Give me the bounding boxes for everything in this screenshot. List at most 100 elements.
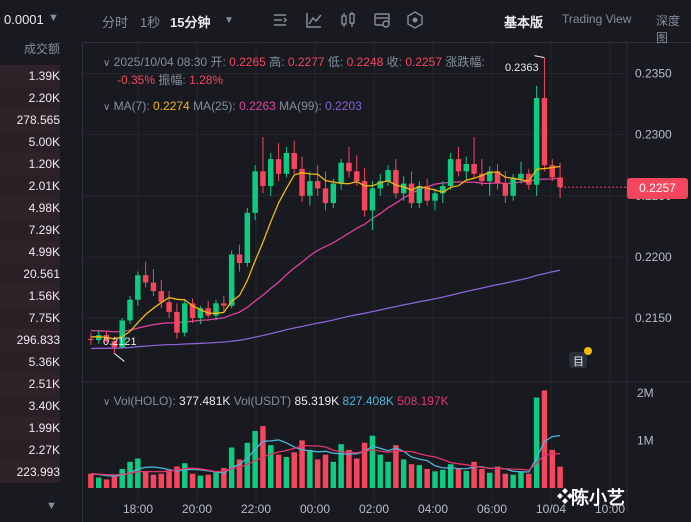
candle — [236, 244, 243, 272]
volume-bar — [189, 473, 196, 488]
candle — [119, 318, 125, 349]
candle-settings-icon[interactable] — [270, 10, 290, 30]
candle-body — [400, 183, 407, 194]
turnover-value: 2.20K — [28, 91, 60, 105]
candle — [299, 156, 305, 202]
candle-body — [150, 282, 157, 292]
volume-axis: 2M 1M — [637, 386, 654, 448]
candle — [88, 332, 94, 345]
candle-body — [244, 212, 251, 263]
turnover-row: 223.993 — [0, 461, 60, 483]
time-tick-label: 00:00 — [300, 502, 330, 516]
ma7-path — [90, 165, 561, 340]
turnover-value: 5.00K — [28, 135, 60, 149]
interval-15m[interactable]: 15分钟 — [170, 15, 211, 30]
volume-bar — [111, 476, 118, 488]
candle-body — [252, 171, 258, 213]
high-marker-label: 0.2363 — [505, 62, 539, 74]
candle-body — [88, 338, 94, 340]
turnover-value: 7.29K — [28, 223, 60, 237]
chevron-down-icon[interactable]: ▼ — [46, 500, 57, 512]
volume-bar — [541, 390, 548, 488]
candle — [314, 165, 321, 196]
collapse-icon[interactable]: ∨ — [103, 397, 111, 408]
collapse-icon[interactable]: ∨ — [103, 102, 111, 113]
close-value: 0.2257 — [405, 55, 443, 69]
indicators-icon[interactable] — [304, 10, 324, 30]
turnover-row: 5.00K — [0, 131, 60, 153]
candle-body — [385, 170, 391, 182]
candle — [260, 137, 266, 194]
volume-bar — [440, 469, 446, 488]
collapse-icon[interactable]: ∨ — [103, 58, 111, 69]
candle-body — [541, 98, 548, 166]
candle — [424, 178, 430, 206]
user-watermark: 陈小艺 — [571, 488, 625, 508]
volume-bar — [166, 469, 172, 488]
volume-bar — [549, 449, 556, 488]
high-label: 高: — [269, 55, 285, 69]
candle-body — [182, 303, 188, 333]
view-tradingview[interactable]: Trading View — [562, 12, 632, 26]
current-price-tag: 0.2257 — [627, 178, 688, 199]
candle — [494, 164, 501, 190]
candle — [346, 146, 352, 178]
chevron-down-icon[interactable]: ▼ — [224, 15, 234, 26]
candle-body — [557, 177, 563, 188]
volume-bar — [455, 468, 462, 488]
hexagon-settings-icon[interactable] — [405, 10, 425, 30]
candle-body — [432, 193, 438, 201]
turnover-row: 2.20K — [0, 87, 60, 109]
turnover-row: 1.20K — [0, 153, 60, 175]
volume-bar — [322, 454, 329, 488]
candle — [330, 178, 337, 208]
turnover-value: 296.833 — [16, 333, 60, 347]
ohlc-info: ∨ 2025/10/04 08:30 开: 0.2265 高: 0.2277 低… — [103, 53, 485, 70]
price-tick-label: 0.2150 — [635, 311, 672, 325]
candlestick-icon[interactable] — [338, 10, 358, 30]
low-marker-label: 0.2121 — [103, 336, 137, 348]
candle-body — [236, 254, 243, 263]
volume-bar — [557, 466, 563, 488]
amplitude-value: 1.28% — [189, 73, 224, 87]
interval-time-sharing[interactable]: 分时 — [102, 15, 129, 30]
volume-bar — [213, 472, 219, 488]
turnover-value: 3.40K — [28, 399, 60, 413]
candle-body — [354, 171, 360, 182]
view-basic[interactable]: 基本版 — [504, 15, 544, 30]
candle — [393, 159, 399, 199]
candle — [369, 181, 376, 230]
volume-bar — [174, 466, 180, 488]
candle — [432, 188, 438, 211]
candle — [142, 261, 149, 288]
candle — [221, 296, 227, 312]
interval-1s[interactable]: 1秒 — [140, 15, 161, 30]
open-value: 0.2265 — [229, 55, 266, 69]
template-icon[interactable] — [372, 10, 392, 30]
alert-icon[interactable]: 目 — [567, 346, 595, 372]
candle-body — [260, 171, 266, 186]
turnover-value: 1.56K — [28, 289, 60, 303]
turnover-row: 2.51K — [0, 373, 60, 395]
candle — [213, 299, 219, 321]
turnover-row: 7.75K — [0, 307, 60, 329]
ma25-value: 0.2263 — [239, 99, 276, 113]
low-label: 低: — [327, 55, 344, 69]
precision-selector[interactable]: 0.0001 ▼ — [4, 12, 59, 27]
candle-body — [479, 173, 485, 182]
volume-tick-label: 1M — [637, 433, 654, 447]
candle-body — [142, 275, 149, 283]
volume-bar — [408, 464, 415, 488]
candle — [307, 171, 313, 206]
volume-bar — [142, 471, 149, 488]
view-depth[interactable]: 深度图 — [656, 14, 681, 45]
candle-body — [471, 164, 477, 174]
ma7-line — [90, 165, 561, 340]
turnover-row: 7.29K — [0, 219, 60, 241]
volume-bar — [486, 472, 493, 488]
candle — [228, 250, 235, 309]
candle — [283, 146, 290, 178]
turnover-value: 1.20K — [28, 157, 60, 171]
open-label: 开: — [210, 55, 226, 69]
